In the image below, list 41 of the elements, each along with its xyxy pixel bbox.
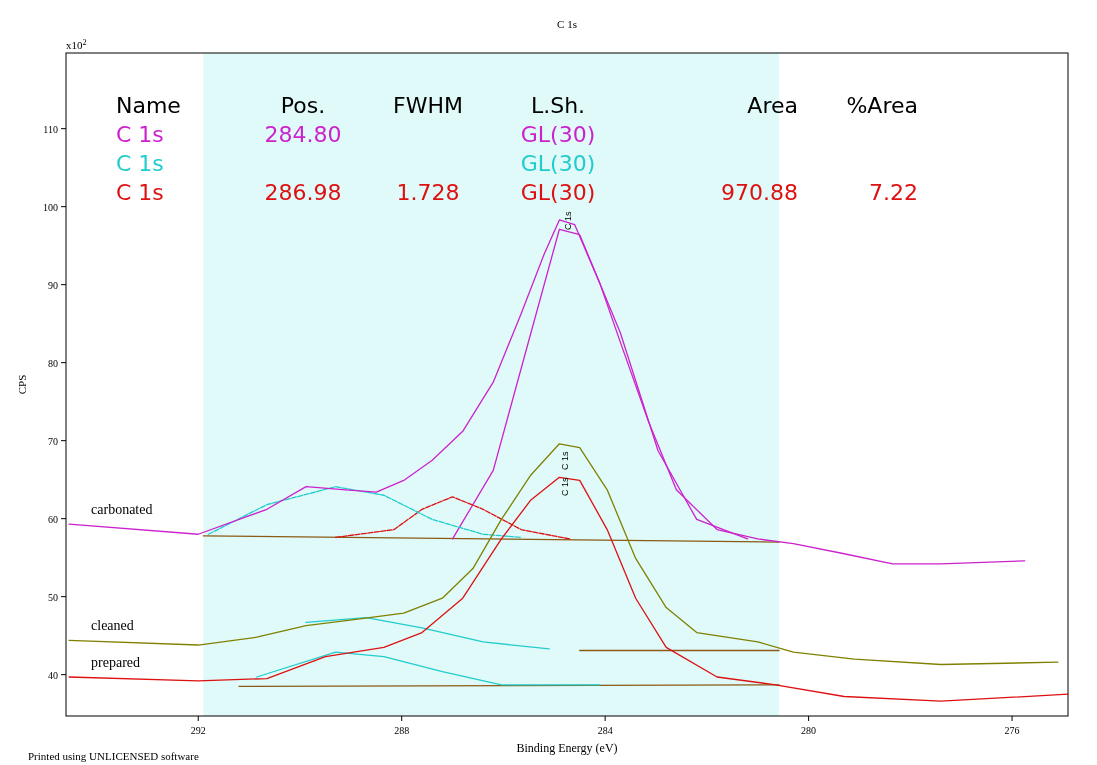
annotation: 7.22 [869,180,918,205]
text: Printed using UNLICENSED software [28,750,199,762]
annotation: Pos. [280,93,326,118]
annotation: %Area [846,93,918,118]
annotation: FWHM [393,93,463,118]
annotation: GL(30) [520,122,596,147]
series-label: prepared [91,655,141,670]
annotation: C 1s [116,151,164,176]
x-tick-label: 280 [801,725,817,736]
y-tick-label: 90 [48,279,58,291]
x-tick-label: 284 [597,725,613,736]
annotation: 970.88 [721,180,798,205]
annotation: 286.98 [264,180,342,205]
y-tick-label: 110 [43,123,58,135]
y-tick-label: 100 [43,201,58,213]
x-axis-title: Binding Energy (eV) [516,741,618,755]
y-tick-label: 60 [48,513,58,525]
annotation: GL(30) [520,180,596,205]
annotation: 1.728 [396,180,460,205]
annotation: GL(30) [520,151,596,176]
annotation: C 1s [116,122,164,147]
annotation: 284.80 [264,122,342,147]
annotation: L.Sh. [530,93,586,118]
annotation: Area [747,93,798,118]
annotation: C 1s [560,476,570,496]
y-axis-title: CPS [16,374,28,395]
annotation: Name [116,93,181,118]
annotation: C 1s [560,450,570,470]
y-tick-label: 70 [48,435,58,447]
series-label: cleaned [91,618,134,634]
x-tick-label: 276 [1004,725,1020,736]
x-tick-label: 292 [190,725,206,736]
y-tick-label: 80 [48,357,58,369]
annotation: C 1s [116,180,164,205]
y-tick-label: 40 [48,669,58,681]
x-tick-label: 288 [394,725,410,736]
y-tick-label: 50 [48,591,58,603]
series-label: carbonated [91,502,153,518]
text: x10$^{2}$ [66,37,87,51]
annotation: C 1s [563,210,573,230]
chart-title: C 1s [557,18,577,30]
